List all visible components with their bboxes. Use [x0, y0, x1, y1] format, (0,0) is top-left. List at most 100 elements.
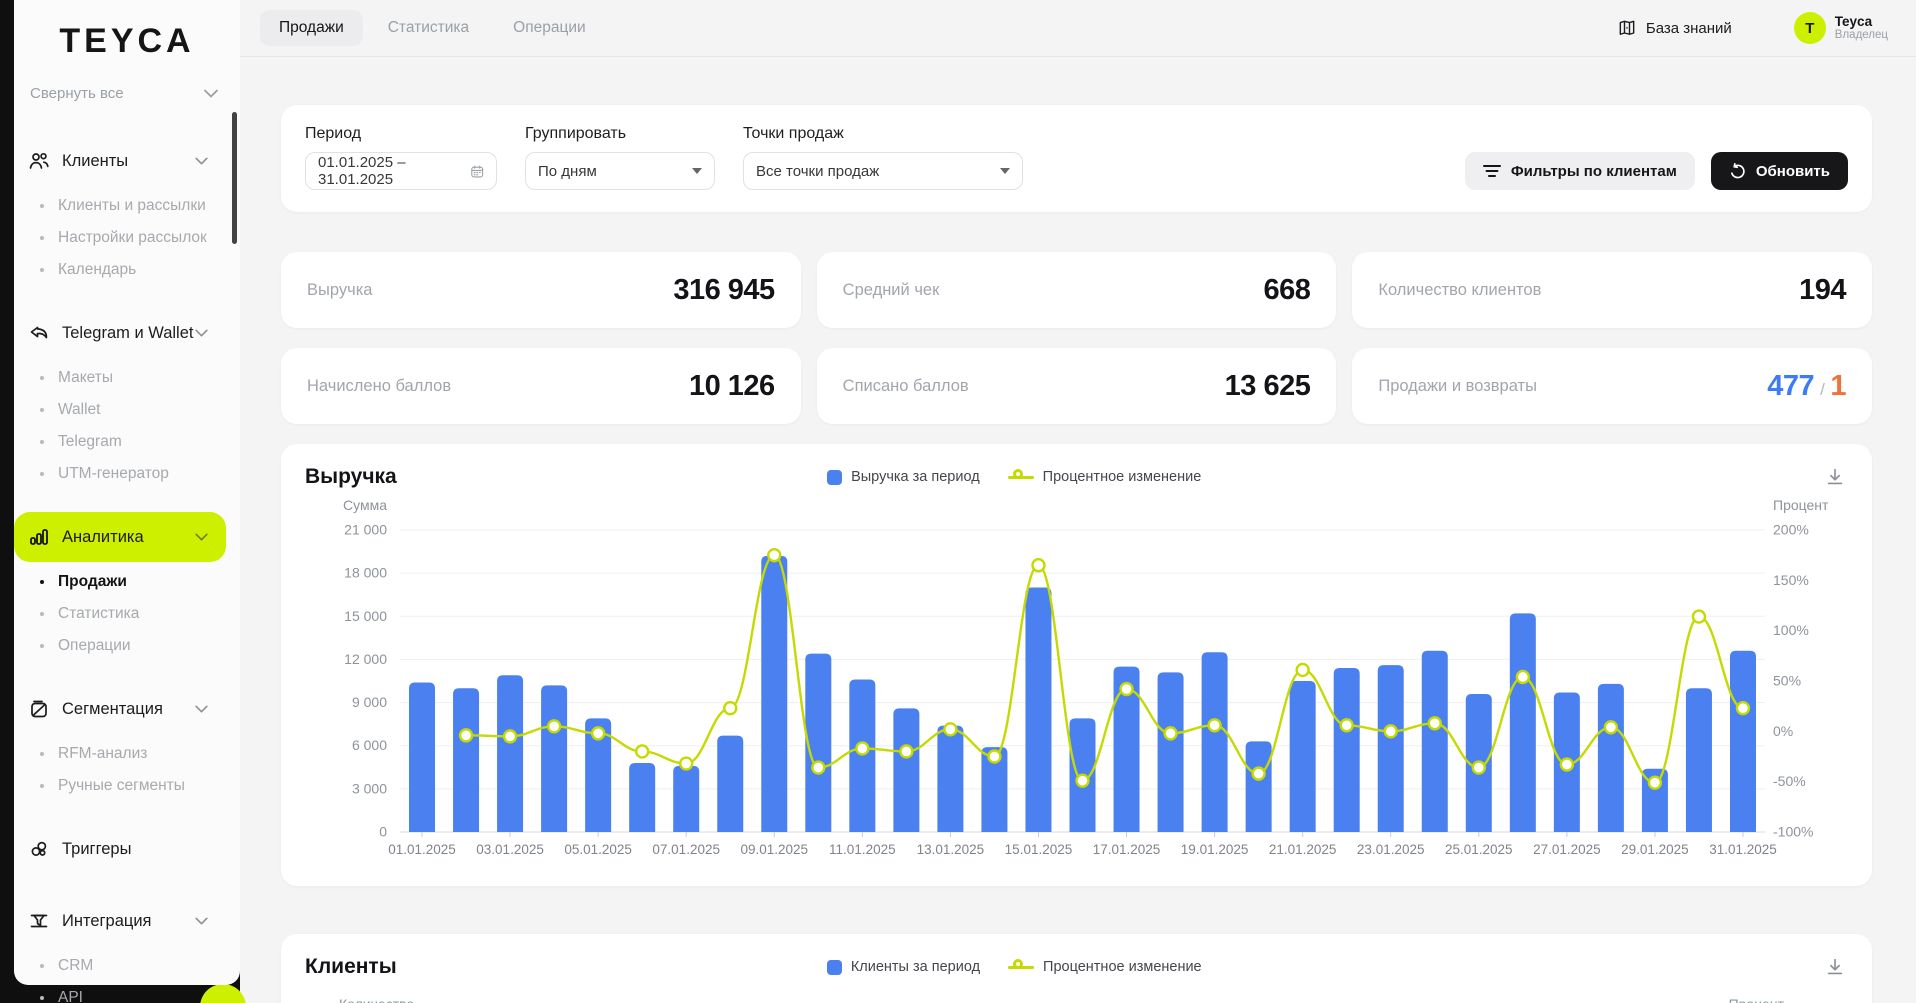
sidebar-section-integration[interactable]: Интеграция	[14, 896, 226, 946]
sidebar-section-analytics[interactable]: Аналитика	[14, 512, 226, 562]
sidebar-scrollbar[interactable]	[232, 112, 237, 244]
svg-text:03.01.2025: 03.01.2025	[476, 842, 544, 857]
sidebar-item[interactable]: UTM-генератор	[14, 458, 240, 490]
sidebar-item[interactable]: Wallet	[14, 394, 240, 426]
download-chart-button[interactable]	[1822, 464, 1848, 490]
sidebar-section-segmentation[interactable]: Сегментация	[14, 684, 226, 734]
refresh-button[interactable]: Обновить	[1711, 152, 1848, 190]
stat-card-average-check: Средний чек 668	[817, 252, 1337, 328]
svg-text:31.01.2025: 31.01.2025	[1709, 842, 1777, 857]
svg-text:0%: 0%	[1773, 723, 1793, 739]
svg-text:Сумма: Сумма	[343, 497, 387, 513]
page: Период 01.01.2025 – 31.01.2025 Группиров…	[240, 57, 1916, 1003]
collapse-all-button[interactable]: Свернуть все	[14, 79, 240, 116]
sales-count: 477	[1767, 370, 1814, 402]
tab-statistics[interactable]: Статистика	[369, 10, 488, 46]
download-icon	[1824, 956, 1846, 978]
outlets-select[interactable]: Все точки продаж	[743, 152, 1023, 190]
sidebar-section-telegram-wallet[interactable]: Telegram и Wallet	[14, 308, 226, 358]
chevron-down-icon	[195, 329, 208, 337]
svg-text:05.01.2025: 05.01.2025	[564, 842, 632, 857]
knowledge-base-icon	[1617, 18, 1637, 38]
chevron-down-icon	[204, 89, 218, 98]
chevron-down-icon	[195, 533, 208, 541]
svg-text:200%: 200%	[1773, 522, 1809, 538]
chevron-down-icon	[692, 168, 702, 174]
sidebar-item[interactable]: Календарь	[14, 254, 240, 286]
sidebar-item[interactable]: Telegram	[14, 426, 240, 458]
chevron-down-icon	[1000, 168, 1010, 174]
share-icon	[26, 320, 52, 346]
svg-text:09.01.2025: 09.01.2025	[740, 842, 808, 857]
integration-icon	[26, 908, 52, 934]
triggers-icon	[26, 836, 52, 862]
revenue-chart-card: Выручка Выручка за период Процентное изм…	[281, 444, 1872, 886]
svg-text:12 000: 12 000	[344, 651, 387, 667]
clients-chart-title: Клиенты	[305, 955, 397, 979]
user-role: Владелец	[1835, 29, 1888, 42]
svg-text:50%: 50%	[1773, 673, 1801, 689]
group-by-select[interactable]: По дням	[525, 152, 715, 190]
svg-text:17.01.2025: 17.01.2025	[1093, 842, 1161, 857]
legend-revenue-series[interactable]: Выручка за период	[827, 469, 980, 485]
returns-count: 1	[1830, 370, 1846, 402]
svg-text:Процент: Процент	[1773, 497, 1829, 513]
svg-text:-50%: -50%	[1773, 773, 1806, 789]
main-content: Продажи Статистика Операции База знаний …	[240, 0, 1916, 1003]
sidebar-item[interactable]: Операции	[14, 630, 240, 662]
download-chart-button[interactable]	[1822, 954, 1848, 980]
svg-text:25.01.2025: 25.01.2025	[1445, 842, 1513, 857]
filter-panel: Период 01.01.2025 – 31.01.2025 Группиров…	[281, 105, 1872, 212]
sidebar-item[interactable]: RFM-анализ	[14, 738, 240, 770]
stat-card-points-earned: Начислено баллов 10 126	[281, 348, 801, 424]
sidebar-section-triggers[interactable]: Триггеры	[14, 824, 226, 874]
analytics-icon	[26, 524, 52, 550]
sidebar-section-clients[interactable]: Клиенты	[14, 136, 226, 186]
legend-ring-marker	[1008, 469, 1034, 485]
svg-text:15 000: 15 000	[344, 608, 387, 624]
sidebar-item[interactable]: CRM	[14, 950, 240, 982]
legend-percent-series[interactable]: Процентное изменение	[1008, 469, 1202, 485]
legend-clients-series[interactable]: Клиенты за период	[827, 959, 980, 975]
segments-icon	[26, 696, 52, 722]
clients-chart-card: Клиенты Клиенты за период Процентное изм…	[281, 934, 1872, 1003]
sidebar-section-label: Триггеры	[62, 840, 208, 859]
sidebar-item[interactable]: Ручные сегменты	[14, 770, 240, 802]
svg-text:11.01.2025: 11.01.2025	[829, 842, 896, 857]
stat-card-points-spent: Списано баллов 13 625	[817, 348, 1337, 424]
knowledge-base-button[interactable]: База знаний	[1617, 18, 1732, 38]
svg-text:27.01.2025: 27.01.2025	[1533, 842, 1601, 857]
period-date-input[interactable]: 01.01.2025 – 31.01.2025	[305, 152, 497, 190]
user-chip[interactable]: T Teyca Владелец	[1794, 12, 1888, 44]
sidebar-item[interactable]: Статистика	[14, 598, 240, 630]
client-filters-button[interactable]: Фильтры по клиентам	[1465, 152, 1695, 190]
sidebar-item[interactable]: Макеты	[14, 362, 240, 394]
calendar-icon	[470, 163, 484, 180]
chevron-down-icon	[195, 917, 208, 925]
svg-text:100%: 100%	[1773, 622, 1809, 638]
filter-lines-icon	[1483, 164, 1501, 178]
logo: TEYCA	[14, 0, 240, 79]
sales-returns-value: 477/1	[1767, 370, 1846, 403]
legend-percent-series[interactable]: Процентное изменение	[1008, 959, 1202, 975]
svg-text:0: 0	[379, 824, 387, 840]
user-name: Teyca	[1835, 14, 1888, 30]
sidebar-item[interactable]: API	[14, 982, 240, 1003]
tab-sales[interactable]: Продажи	[260, 10, 363, 46]
stat-card-revenue: Выручка 316 945	[281, 252, 801, 328]
legend-ring-marker	[1008, 959, 1034, 975]
sidebar-item[interactable]: Настройки рассылок	[14, 222, 240, 254]
tab-operations[interactable]: Операции	[494, 10, 605, 46]
sidebar-item[interactable]: Клиенты и рассылки	[14, 190, 240, 222]
download-icon	[1824, 466, 1846, 488]
topbar: Продажи Статистика Операции База знаний …	[240, 0, 1916, 57]
sidebar-nav: Клиенты Клиенты и рассылки Настройки рас…	[14, 116, 240, 1003]
users-icon	[26, 148, 52, 174]
revenue-chart-svg[interactable]: СуммаПроцент03 0006 0009 00012 00015 000…	[305, 494, 1848, 872]
clients-chart-legend: Клиенты за период Процентное изменение	[707, 959, 1202, 975]
svg-text:19.01.2025: 19.01.2025	[1181, 842, 1249, 857]
group-by-label: Группировать	[525, 125, 715, 143]
svg-text:29.01.2025: 29.01.2025	[1621, 842, 1689, 857]
svg-text:150%: 150%	[1773, 572, 1809, 588]
sidebar-item-sales-current[interactable]: Продажи	[14, 566, 240, 598]
